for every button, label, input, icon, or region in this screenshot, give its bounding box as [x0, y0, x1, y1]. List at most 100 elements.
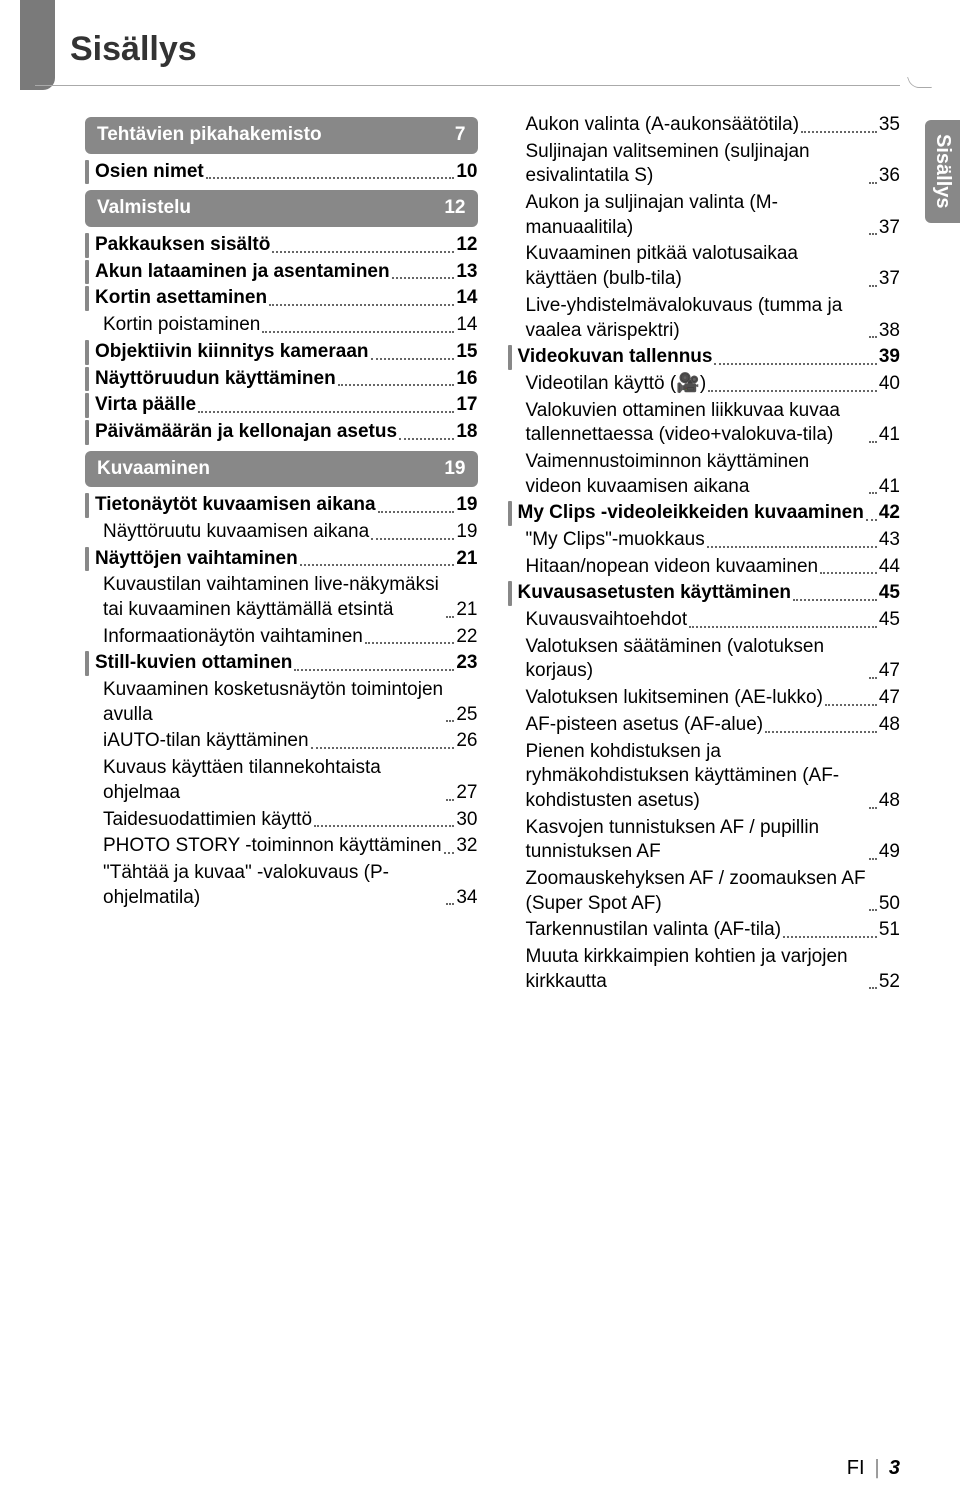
entry-label: Kuvausvaihtoehdot: [526, 608, 688, 633]
chapter-label: Valmistelu: [97, 196, 191, 221]
leader-dots: [714, 363, 876, 365]
leader-dots: [869, 858, 877, 860]
entry-label: Virta päälle: [95, 393, 196, 418]
entry-label: Valotuksen säätäminen (valotuksen korjau…: [526, 635, 867, 684]
toc-entry-sub: Videotilan käyttö (🎥)40: [508, 372, 901, 397]
entry-label: iAUTO-tilan käyttäminen: [103, 729, 309, 754]
leader-dots: [820, 572, 877, 574]
entry-label: Kuvaaminen pitkää valotusaikaa käyttäen …: [526, 242, 867, 291]
entry-label: PHOTO STORY -toiminnon käyttäminen: [103, 834, 442, 859]
leader-dots: [262, 331, 454, 333]
section-bar-icon: [85, 651, 89, 676]
entry-page: 45: [879, 608, 900, 633]
toc-entry-section: Tietonäytöt kuvaamisen aikana19: [85, 493, 478, 518]
entry-label: Kuvaaminen kosketusnäytön toimintojen av…: [103, 678, 444, 727]
toc-entry-sub: Kuvaus käyttäen tilannekohtaista ohjelma…: [85, 756, 478, 805]
section-bar-icon: [85, 393, 89, 418]
entry-page: 34: [456, 886, 477, 911]
entry-page: 40: [879, 372, 900, 397]
toc-entry-sub: "My Clips"-muokkaus43: [508, 528, 901, 553]
entry-label: My Clips -videoleikkeiden kuvaaminen: [518, 501, 864, 526]
entry-page: 12: [456, 233, 477, 258]
leader-dots: [869, 182, 877, 184]
toc-entry-section: My Clips -videoleikkeiden kuvaaminen 42: [508, 501, 901, 526]
entry-label: Näyttöjen vaihtaminen: [95, 547, 298, 572]
entry-page: 13: [456, 260, 477, 285]
leader-dots: [866, 519, 877, 521]
entry-page: 42: [879, 501, 900, 526]
leader-dots: [399, 438, 454, 440]
section-bar-icon: [508, 345, 512, 370]
leader-dots: [765, 731, 877, 733]
toc-entry-section: Still-kuvien ottaminen23: [85, 651, 478, 676]
entry-label: Tarkennustilan valinta (AF-tila): [526, 918, 782, 943]
entry-page: 45: [879, 581, 900, 606]
entry-label: Kortin poistaminen: [103, 313, 260, 338]
toc-entry-sub: Kuvaustilan vaihtaminen live-näkymäksi t…: [85, 573, 478, 622]
entry-label: Valotuksen lukitseminen (AE-lukko): [526, 686, 823, 711]
chapter-heading: Kuvaaminen19: [85, 451, 478, 488]
leader-dots: [392, 277, 455, 279]
toc-entry-sub: Kuvausvaihtoehdot 45: [508, 608, 901, 633]
title-underline: [35, 79, 900, 86]
section-bar-icon: [85, 493, 89, 518]
toc-entry-sub: Kuvaaminen kosketusnäytön toimintojen av…: [85, 678, 478, 727]
entry-page: 39: [879, 345, 900, 370]
entry-page: 26: [456, 729, 477, 754]
entry-page: 30: [456, 808, 477, 833]
chapter-page: 12: [444, 196, 465, 221]
toc-entry-sub: Hitaan/nopean videon kuvaaminen 44: [508, 555, 901, 580]
entry-page: 44: [879, 555, 900, 580]
section-bar-icon: [85, 160, 89, 185]
section-bar-icon: [85, 286, 89, 311]
entry-page: 21: [456, 547, 477, 572]
entry-label: Hitaan/nopean videon kuvaaminen: [526, 555, 819, 580]
entry-page: 47: [879, 659, 900, 684]
entry-page: 41: [879, 475, 900, 500]
leader-dots: [869, 492, 877, 494]
toc-entry-section: Osien nimet10: [85, 160, 478, 185]
leader-dots: [869, 336, 877, 338]
entry-page: 47: [879, 686, 900, 711]
leader-dots: [446, 903, 454, 905]
entry-page: 22: [456, 625, 477, 650]
leader-dots: [689, 626, 877, 628]
entry-label: Kuvaustilan vaihtaminen live-näkymäksi t…: [103, 573, 444, 622]
entry-label: Informaationäytön vaihtaminen: [103, 625, 363, 650]
leader-dots: [869, 233, 877, 235]
toc-entry-sub: Live-yhdistelmävalokuvaus (tumma ja vaal…: [508, 294, 901, 343]
toc-entry-section: Pakkauksen sisältö12: [85, 233, 478, 258]
toc-entry-sub: Informaationäytön vaihtaminen 22: [85, 625, 478, 650]
entry-label: "Tähtää ja kuvaa" -valokuvaus (P-ohjelma…: [103, 861, 444, 910]
toc-entry-section: Kortin asettaminen14: [85, 286, 478, 311]
toc-entry-sub: Suljinajan valitseminen (suljinajan esiv…: [508, 140, 901, 189]
toc-entry-sub: Tarkennustilan valinta (AF-tila)51: [508, 918, 901, 943]
toc-entry-sub: Aukon ja suljinajan valinta (M-manuaalit…: [508, 191, 901, 240]
entry-page: 27: [456, 781, 477, 806]
leader-dots: [801, 131, 877, 133]
entry-page: 23: [456, 651, 477, 676]
leader-dots: [707, 546, 877, 548]
leader-dots: [783, 936, 877, 938]
toc-entry-sub: Aukon valinta (A-aukonsäätötila)35: [508, 113, 901, 138]
side-tab: Sisällys: [925, 120, 960, 223]
leader-dots: [446, 720, 454, 722]
toc-entry-sub: AF-pisteen asetus (AF-alue)48: [508, 713, 901, 738]
leader-dots: [294, 669, 454, 671]
page-footer: FI | 3: [847, 1457, 900, 1480]
leader-dots: [869, 987, 877, 989]
leader-dots: [206, 177, 455, 179]
entry-label: Kuvaus käyttäen tilannekohtaista ohjelma…: [103, 756, 444, 805]
entry-label: Pienen kohdistuksen ja ryhmäkohdistuksen…: [526, 740, 867, 814]
chapter-page: 7: [455, 123, 466, 148]
toc-entry-sub: Taidesuodattimien käyttö30: [85, 808, 478, 833]
entry-label: Akun lataaminen ja asentaminen: [95, 260, 390, 285]
leader-dots: [708, 390, 877, 392]
chapter-page: 19: [444, 457, 465, 482]
leader-dots: [371, 538, 454, 540]
section-bar-icon: [85, 547, 89, 572]
entry-label: Muuta kirkkaimpien kohtien ja varjojen k…: [526, 945, 867, 994]
toc-entry-sub: "Tähtää ja kuvaa" -valokuvaus (P-ohjelma…: [85, 861, 478, 910]
toc-entry-section: Virta päälle17: [85, 393, 478, 418]
entry-page: 19: [456, 493, 477, 518]
